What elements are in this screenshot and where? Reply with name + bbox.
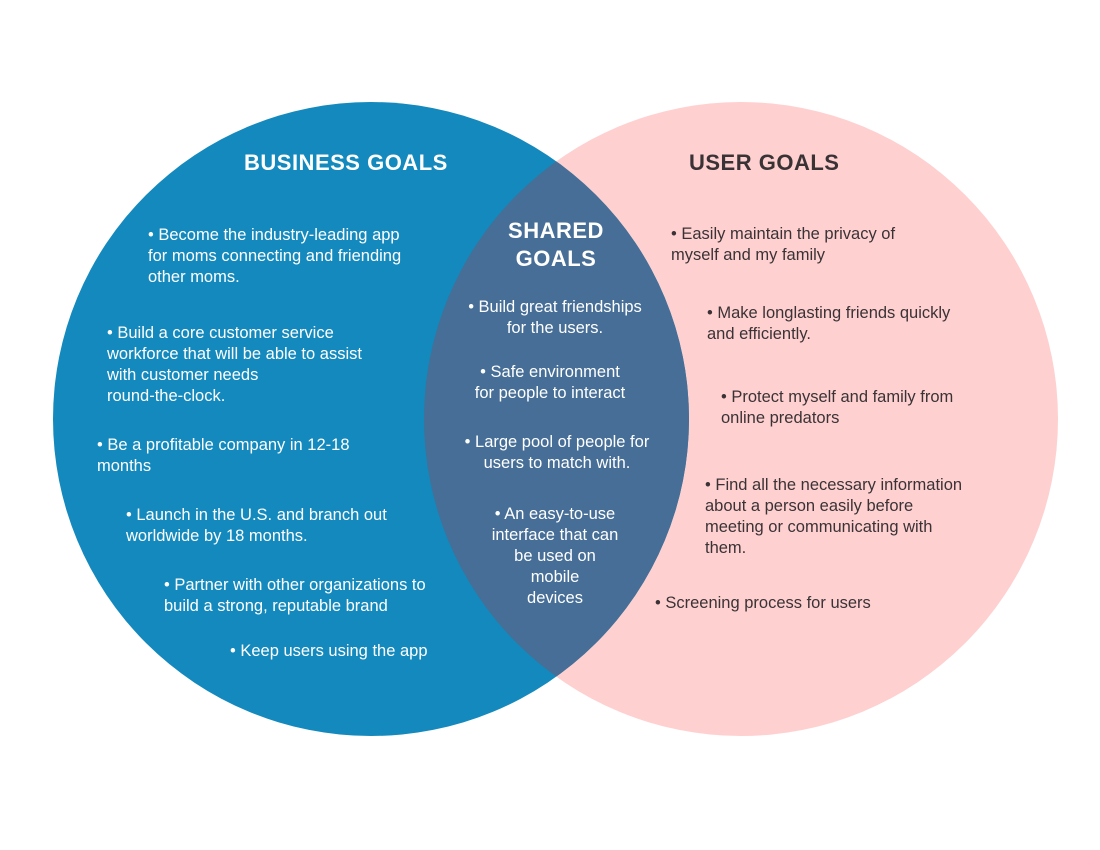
business-goal-item: • Keep users using the app — [230, 642, 428, 660]
shared-goals-title: SHARED GOALS — [508, 218, 604, 271]
business-goal-item: • Build a core customer service workforc… — [107, 324, 362, 405]
user-goal-item: • Make longlasting friends quickly and e… — [707, 304, 951, 343]
user-goal-item: • Screening process for users — [655, 594, 871, 612]
business-goal-item: • Partner with other organizations to bu… — [164, 576, 426, 615]
business-goal-item: • Be a profitable company in 12-18 month… — [97, 436, 350, 475]
shared-goals-overlap — [424, 102, 689, 736]
business-goals-title: BUSINESS GOALS — [244, 150, 448, 175]
shared-goal-item: • Safe environment for people to interac… — [474, 363, 626, 402]
user-goal-item: • Protect myself and family from online … — [721, 388, 954, 427]
user-goals-title: USER GOALS — [689, 150, 840, 175]
shared-goal-item: • Build great friendships for the users. — [468, 298, 642, 337]
shared-goal-item: • Large pool of people for users to matc… — [464, 433, 650, 472]
user-goal-item: • Find all the necessary information abo… — [705, 476, 963, 557]
shared-goal-item: • An easy-to-use interface that can be u… — [491, 505, 619, 607]
business-goal-item: • Launch in the U.S. and branch out worl… — [126, 506, 387, 545]
business-goal-item: • Become the industry-leading app for mo… — [148, 226, 402, 286]
user-goal-item: • Easily maintain the privacy of myself … — [671, 225, 896, 264]
